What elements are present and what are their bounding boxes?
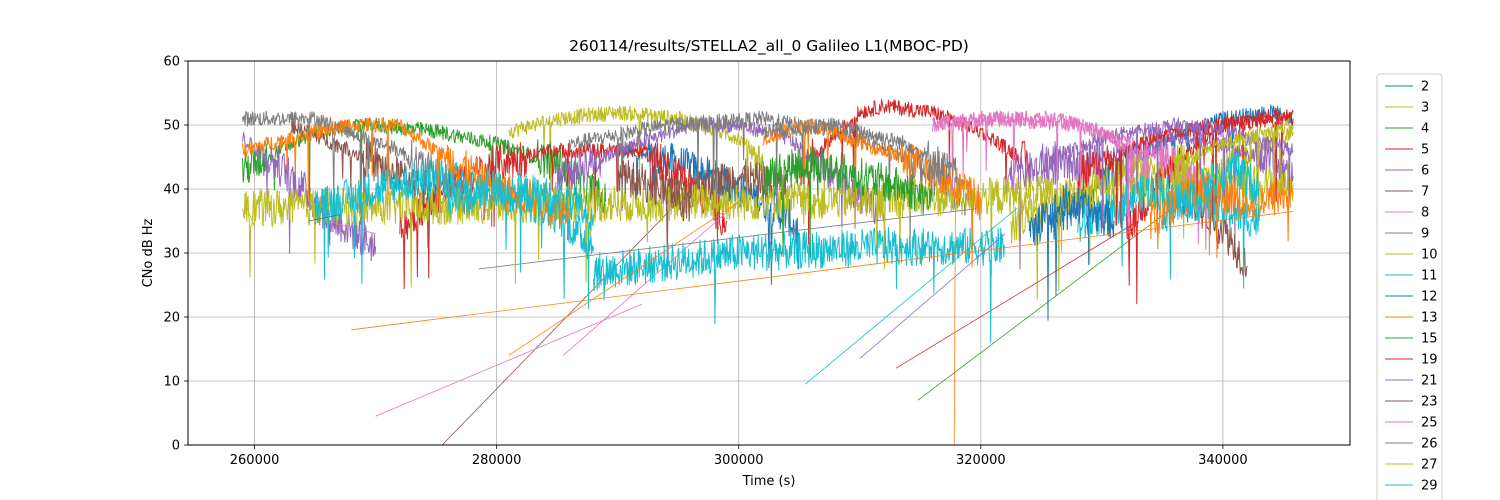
series-line-23 [617, 159, 691, 222]
legend-label-21: 21 [1421, 374, 1438, 389]
series-line-26 [762, 117, 958, 186]
legend-label-9: 9 [1421, 227, 1429, 242]
series-line-29 [1161, 153, 1260, 232]
series-line-11 [314, 157, 594, 300]
x-axis-label: Time (s) [742, 474, 796, 489]
x-tick-label: 320000 [956, 453, 1006, 468]
legend-label-11: 11 [1421, 269, 1438, 284]
series-line-7 [441, 201, 679, 445]
series-line-29 [447, 172, 594, 309]
y-tick-label: 10 [163, 375, 180, 390]
legend-label-19: 19 [1421, 353, 1438, 368]
y-tick-label: 30 [163, 247, 180, 262]
series-line-5 [895, 220, 1139, 369]
series-line-6 [242, 131, 377, 262]
legend-label-15: 15 [1421, 332, 1438, 347]
legend-label-2: 2 [1421, 80, 1429, 95]
x-tick-label: 260000 [230, 453, 280, 468]
legend-box [1376, 73, 1443, 500]
legend-label-10: 10 [1421, 248, 1438, 263]
legend-label-26: 26 [1421, 437, 1438, 452]
series-line-13 [762, 118, 982, 268]
plot-series [242, 99, 1294, 445]
chart-title: 260114/results/STELLA2_all_0 Galileo L1(… [569, 37, 969, 56]
y-tick-label: 20 [163, 311, 180, 326]
legend: 2345678910111213151921232526272930 [1376, 73, 1443, 500]
series-line-9 [568, 110, 970, 255]
series-line-13 [508, 201, 739, 356]
legend-label-3: 3 [1421, 101, 1429, 116]
series-line-12 [308, 214, 340, 222]
x-tick-label: 300000 [714, 453, 764, 468]
series-line-13 [953, 201, 956, 445]
legend-label-13: 13 [1421, 311, 1438, 326]
y-tick-label: 40 [163, 183, 180, 198]
series-line-19 [1077, 111, 1294, 228]
legend-label-6: 6 [1421, 164, 1429, 179]
series-line-11 [805, 207, 1018, 385]
x-tick-label: 280000 [472, 453, 522, 468]
x-tick-label: 340000 [1198, 453, 1248, 468]
x-axis-ticks: 260000 280000 300000 320000 340000 [230, 445, 1248, 468]
series-line-12 [1028, 183, 1115, 321]
series-line-3 [508, 105, 764, 195]
y-axis-label: CNo dB Hz [141, 218, 156, 287]
series-line-27 [1174, 118, 1294, 206]
series-line-13 [1149, 171, 1294, 259]
legend-label-4: 4 [1421, 122, 1429, 137]
series-line-13 [242, 117, 570, 229]
legend-label-29: 29 [1421, 479, 1438, 494]
series-line-15 [762, 146, 933, 258]
y-axis-ticks: 0 10 20 30 40 50 60 [163, 55, 188, 454]
legend-label-5: 5 [1421, 143, 1429, 158]
legend-label-7: 7 [1421, 185, 1429, 200]
series-line-13 [351, 211, 1294, 331]
series-line-8 [375, 303, 643, 417]
legend-label-8: 8 [1421, 206, 1429, 221]
series-line-8 [327, 220, 376, 235]
series-line-11 [593, 226, 1006, 343]
legend-label-12: 12 [1421, 290, 1438, 305]
series-line-4 [917, 207, 1173, 401]
series-line-10 [244, 201, 255, 228]
legend-label-23: 23 [1421, 395, 1438, 410]
legend-label-27: 27 [1421, 458, 1438, 473]
series-line-21 [859, 233, 1006, 359]
y-tick-label: 60 [163, 55, 180, 70]
y-tick-label: 50 [163, 119, 180, 134]
y-tick-label: 0 [172, 439, 180, 454]
series-line-25 [931, 110, 1151, 227]
series-line-10 [242, 163, 1294, 291]
legend-label-25: 25 [1421, 416, 1438, 431]
